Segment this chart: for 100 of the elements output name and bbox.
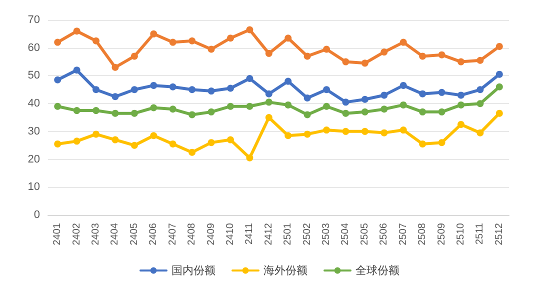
point <box>342 128 350 135</box>
point <box>304 94 311 102</box>
x-tick-label: 2502 <box>302 222 313 246</box>
legend-label: 海外份额 <box>264 264 308 277</box>
point <box>265 50 272 57</box>
point <box>226 136 234 144</box>
x-tick-label: 2406 <box>148 222 160 246</box>
x-tick-label: 2503 <box>321 222 332 246</box>
y-tick-label: 0 <box>34 209 40 221</box>
x-tick-label: 2501 <box>282 222 294 246</box>
point <box>304 111 311 118</box>
point <box>438 88 446 96</box>
x-tick-label: 2510 <box>455 222 466 246</box>
point <box>419 108 426 116</box>
legend-label: 全球份额 <box>356 264 400 277</box>
point <box>73 107 80 114</box>
point <box>92 107 100 114</box>
x-tick-label: 2408 <box>186 222 198 246</box>
point <box>457 92 464 99</box>
y-tick-label: 10 <box>28 181 40 194</box>
point <box>246 102 254 110</box>
point <box>361 108 368 116</box>
y-tick-label: 60 <box>28 42 40 54</box>
point <box>92 37 100 44</box>
y-tick-label: 30 <box>28 125 40 138</box>
point <box>208 108 215 116</box>
point <box>323 102 330 110</box>
point <box>304 52 311 60</box>
point <box>323 86 330 94</box>
point <box>130 110 138 117</box>
point <box>438 51 446 58</box>
x-tick-label: 2507 <box>398 222 409 246</box>
x-tick-label: 2404 <box>110 222 121 246</box>
x-tick-label: 2504 <box>340 222 352 246</box>
point <box>169 140 176 148</box>
point <box>380 129 388 136</box>
point <box>361 96 368 103</box>
point <box>457 58 464 66</box>
point <box>496 42 503 50</box>
point <box>208 139 215 146</box>
point <box>496 83 503 90</box>
point <box>284 132 292 140</box>
x-tick-label: 2505 <box>359 222 370 246</box>
point <box>226 34 234 42</box>
point <box>284 101 292 108</box>
point <box>342 98 350 106</box>
x-tick-label: 2412 <box>263 222 274 246</box>
point <box>380 92 388 99</box>
point <box>284 78 292 85</box>
point <box>169 83 176 90</box>
point <box>208 88 215 95</box>
point <box>400 126 407 134</box>
x-tick-label: 2405 <box>128 222 140 246</box>
point <box>169 106 176 113</box>
point <box>361 128 368 135</box>
point <box>130 142 138 149</box>
point <box>188 86 196 94</box>
point <box>150 104 158 112</box>
point <box>476 100 484 108</box>
point <box>112 110 119 117</box>
point <box>112 136 119 144</box>
x-tick-label: 2509 <box>436 222 448 246</box>
point <box>169 38 176 46</box>
point <box>419 90 426 98</box>
point <box>246 154 254 162</box>
point <box>92 86 100 94</box>
point <box>342 110 350 117</box>
x-tick-label: 2511 <box>474 222 486 245</box>
point <box>73 138 80 145</box>
point <box>476 86 484 94</box>
y-tick-label: 20 <box>28 153 40 166</box>
point <box>496 110 503 117</box>
point <box>284 34 292 42</box>
x-tick-label: 2512 <box>494 222 505 246</box>
x-tick-label: 2403 <box>90 222 102 246</box>
point <box>188 111 196 118</box>
point <box>400 38 407 46</box>
point <box>323 46 330 53</box>
point <box>54 76 62 84</box>
point <box>380 106 388 113</box>
point <box>54 140 62 148</box>
point <box>54 38 62 46</box>
point <box>150 30 158 38</box>
point <box>438 108 446 116</box>
point <box>342 58 350 66</box>
point <box>226 102 234 110</box>
point <box>304 130 311 138</box>
point <box>438 139 446 146</box>
point <box>188 37 196 44</box>
point <box>265 98 272 106</box>
y-tick-label: 40 <box>28 98 40 110</box>
x-tick-label: 2401 <box>52 222 64 246</box>
legend-label: 国内份额 <box>172 264 216 277</box>
point <box>226 84 234 92</box>
point <box>130 86 138 94</box>
point <box>208 46 215 53</box>
x-tick-label: 2410 <box>224 222 236 246</box>
point <box>476 129 484 136</box>
point <box>54 102 62 110</box>
x-tick-label: 2411 <box>244 222 256 245</box>
